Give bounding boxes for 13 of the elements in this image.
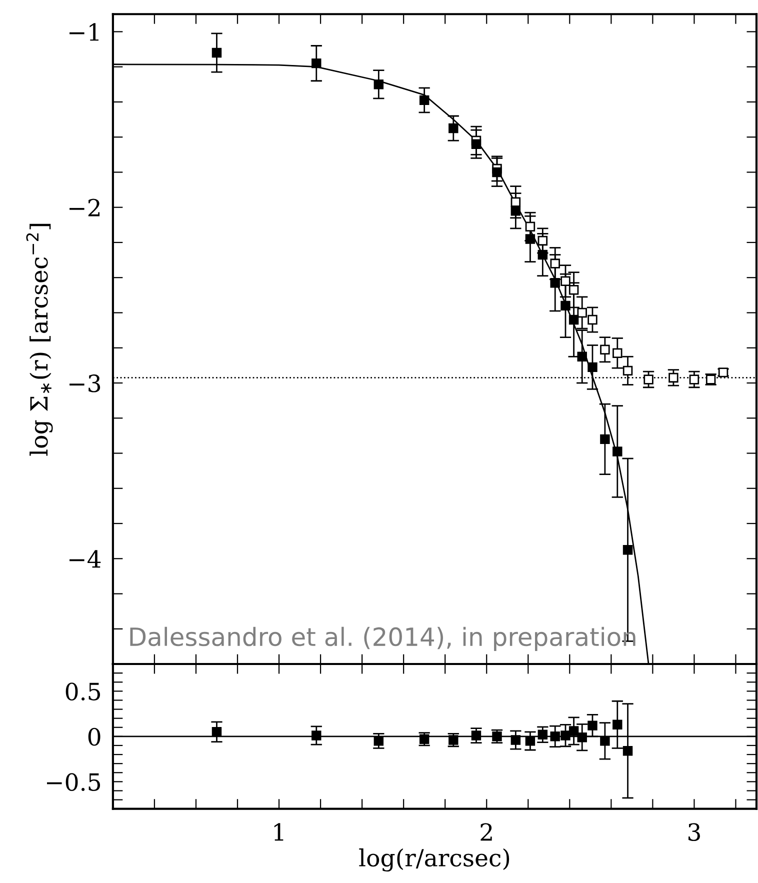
y-axis-title: log Σ$_{∗}$(r) [arcsec$^{−2}$] — [26, 224, 53, 456]
y-tick-label: −4 — [70, 550, 101, 568]
y-tick-label: −0.5 — [47, 773, 100, 791]
x-axis-title: log(r/arcsec) — [359, 848, 510, 872]
y-tick-label: −3 — [70, 374, 100, 392]
x-tick-label: 2 — [480, 823, 492, 841]
y-tick-label: −1 — [70, 23, 98, 41]
x-tick-label: 1 — [274, 823, 284, 841]
y-tick-label: 0 — [88, 728, 100, 746]
x-tick-label: 3 — [688, 823, 700, 841]
y-tick-label: 0.5 — [66, 682, 100, 700]
annotation: Dalessandro et al. (2014), in preparation — [130, 626, 636, 652]
y-tick-label: −2 — [70, 198, 100, 216]
